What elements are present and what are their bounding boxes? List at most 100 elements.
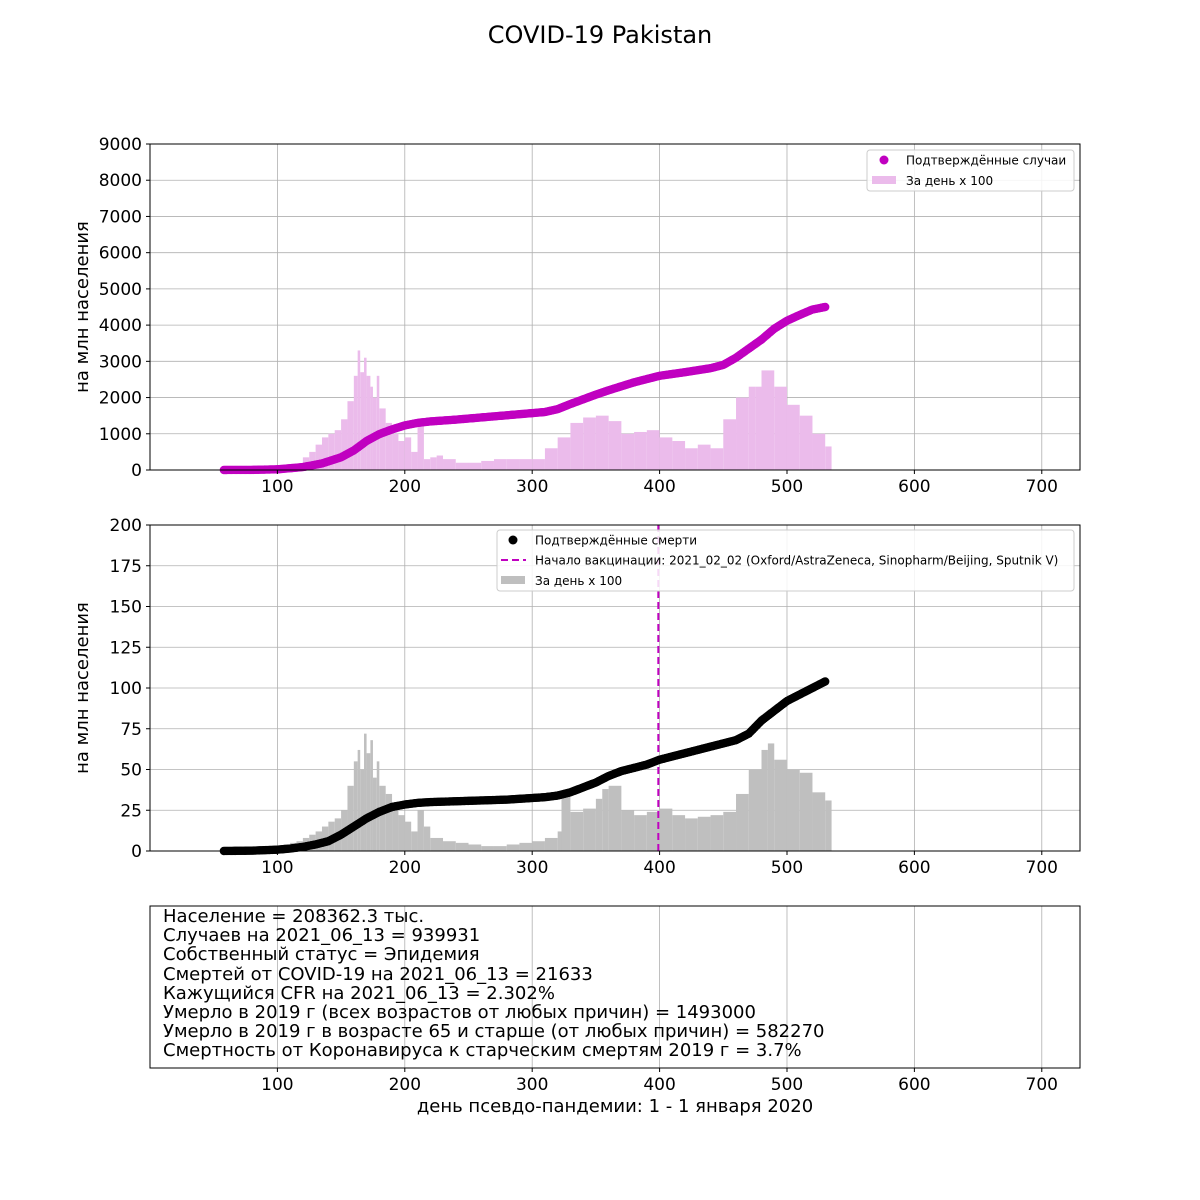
daily-bar <box>364 733 367 851</box>
daily-bar <box>799 772 813 851</box>
figure-title: COVID-19 Pakistan <box>488 21 713 49</box>
daily-bar <box>423 826 431 851</box>
cases-x-ticks: 100 200 300 400 500 600 700 <box>261 470 1058 497</box>
daily-bar <box>595 415 609 470</box>
x-tick-label: 300 <box>516 1075 548 1095</box>
daily-bar <box>646 811 660 851</box>
daily-bar <box>570 422 584 470</box>
daily-bar <box>506 844 520 851</box>
daily-bar <box>309 451 316 470</box>
deaths-legend-label-daily: За день x 100 <box>535 574 622 588</box>
y-tick-label: 175 <box>110 557 142 577</box>
cases-legend-bar-swatch <box>872 176 896 184</box>
y-tick-label: 75 <box>120 720 142 740</box>
deaths-legend-marker <box>508 535 518 545</box>
daily-bar <box>392 433 399 470</box>
deaths-x-ticks: 100 200 300 400 500 600 700 <box>261 851 1058 878</box>
daily-bar <box>646 430 660 470</box>
info-status: Собственный статус = Эпидемия <box>163 944 480 966</box>
daily-bar <box>398 441 405 470</box>
daily-bar <box>736 397 749 470</box>
daily-bar <box>723 811 737 851</box>
daily-bar <box>430 837 444 851</box>
daily-bar <box>685 818 698 851</box>
y-tick-label: 0 <box>131 461 142 481</box>
x-tick-label: 500 <box>771 1075 803 1095</box>
daily-bar <box>812 792 826 851</box>
daily-bar <box>561 793 571 851</box>
cases-legend-label-daily: За день x 100 <box>906 174 993 188</box>
daily-bar <box>557 437 571 470</box>
x-tick-label: 500 <box>771 858 803 878</box>
daily-bar <box>347 785 354 851</box>
daily-bar <box>468 844 482 851</box>
daily-bar <box>519 459 533 470</box>
daily-bar <box>404 821 412 851</box>
daily-bar <box>493 459 507 470</box>
y-tick-label: 0 <box>131 842 142 862</box>
daily-bar <box>417 422 424 470</box>
deaths-legend-box <box>496 529 1075 592</box>
daily-bar <box>583 808 596 851</box>
daily-bar <box>411 831 418 851</box>
daily-bar <box>360 372 365 470</box>
info-deaths: Смертей от COVID-19 на 2021_06_13 = 2163… <box>163 963 593 985</box>
daily-bar <box>423 459 431 470</box>
daily-bar <box>357 350 361 470</box>
daily-bar <box>761 370 775 470</box>
daily-bar <box>353 375 358 470</box>
daily-bar <box>659 437 673 470</box>
deaths-y-axis-label: на млн населения <box>72 602 93 774</box>
daily-bar <box>315 444 322 470</box>
info-cases: Случаев на 2021_06_13 = 939931 <box>163 925 481 947</box>
daily-bar <box>379 408 386 470</box>
y-tick-label: 8000 <box>99 171 142 191</box>
deaths-panel: 100 200 300 400 500 600 700 0 25 50 75 100 125 150 17… <box>72 516 1081 878</box>
daily-bar <box>557 831 562 851</box>
y-tick-label: 50 <box>120 761 142 781</box>
daily-bar <box>697 816 711 851</box>
cases-legend: Подтверждённые случаи За день x 100 <box>866 149 1075 192</box>
daily-bar <box>799 415 813 470</box>
daily-bar <box>385 793 393 851</box>
daily-bar <box>398 815 405 851</box>
y-tick-label: 200 <box>110 516 142 536</box>
daily-bar <box>493 846 507 851</box>
x-tick-label: 200 <box>389 858 421 878</box>
x-tick-label: 400 <box>643 1075 675 1095</box>
x-tick-label: 700 <box>1026 1075 1058 1095</box>
x-tick-label: 200 <box>389 1075 421 1095</box>
info-text-block: Население = 208362.3 тыс. Случаев на 202… <box>163 907 1063 1061</box>
daily-bar <box>608 421 622 470</box>
cases-legend-marker <box>879 155 889 165</box>
x-axis-label: день псевдо-пандемии: 1 - 1 января 2020 <box>417 1096 813 1117</box>
daily-bar <box>544 448 558 470</box>
deaths-legend: Подтверждённые смерти Начало вакцинации:… <box>496 529 1075 592</box>
daily-bar <box>621 810 635 851</box>
daily-bar <box>659 808 673 851</box>
daily-bar <box>321 437 329 470</box>
cases-daily-bars <box>277 350 832 470</box>
daily-bar <box>761 749 768 851</box>
daily-bar <box>634 431 647 470</box>
daily-bar <box>481 460 494 470</box>
cases-legend-label-cumulative: Подтверждённые случаи <box>906 154 1066 168</box>
daily-bar <box>672 815 686 851</box>
daily-bar <box>519 842 533 851</box>
info-mortality-ratio: Смертность от Коронавируса к старческим … <box>163 1040 802 1062</box>
daily-bar <box>608 785 622 851</box>
y-tick-label: 4000 <box>99 316 142 336</box>
daily-bar <box>364 357 367 470</box>
daily-bar <box>360 769 365 851</box>
daily-bar <box>710 448 724 470</box>
x-tick-label: 300 <box>516 477 548 497</box>
daily-bar <box>532 841 545 851</box>
daily-bar <box>532 459 545 470</box>
daily-bar <box>370 740 373 851</box>
deaths-legend-label-cumulative: Подтверждённые смерти <box>535 534 697 548</box>
y-tick-label: 6000 <box>99 244 142 264</box>
x-tick-label: 600 <box>898 477 930 497</box>
cumulative-point <box>821 302 830 312</box>
cases-y-axis-label: на млн населения <box>72 221 93 393</box>
